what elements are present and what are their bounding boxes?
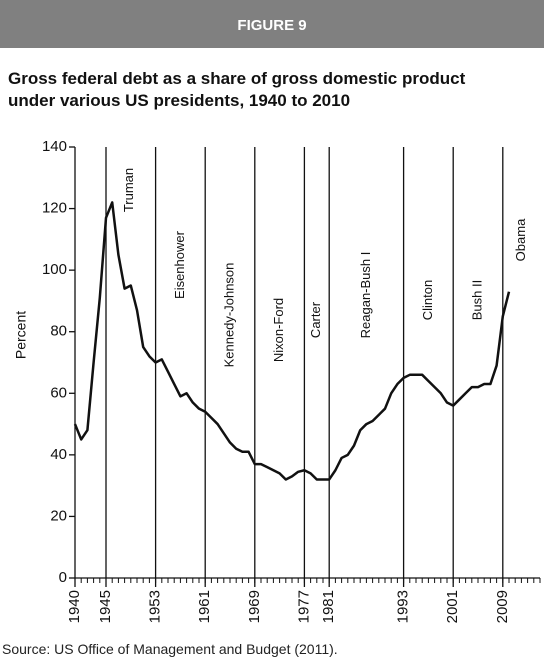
y-tick-label: 60 bbox=[50, 384, 67, 401]
x-tick-label: 2009 bbox=[494, 590, 511, 623]
era-label: Reagan-Bush I bbox=[358, 252, 373, 339]
era-label: Obama bbox=[513, 218, 528, 261]
era-label: Carter bbox=[308, 301, 323, 338]
figure-label: FIGURE 9 bbox=[237, 17, 307, 34]
y-tick-label: 0 bbox=[59, 569, 67, 586]
x-tick-label: 2001 bbox=[444, 590, 461, 623]
debt-line bbox=[73, 201, 511, 481]
x-tick-label: 1993 bbox=[395, 590, 412, 623]
x-tick-label: 1945 bbox=[97, 590, 114, 623]
x-tick-label: 1961 bbox=[196, 590, 213, 623]
y-tick-label: 20 bbox=[50, 507, 67, 524]
chart-title: Gross federal debt as a share of gross d… bbox=[8, 69, 466, 110]
era-label: Kennedy-Johnson bbox=[221, 263, 236, 368]
x-tick-label: 1953 bbox=[147, 590, 164, 623]
era-label: Nixon-Ford bbox=[271, 298, 286, 362]
x-tick-label: 1969 bbox=[246, 590, 263, 623]
header-band bbox=[0, 0, 544, 48]
y-tick-label: 140 bbox=[42, 138, 67, 155]
era-label: Truman bbox=[121, 168, 136, 212]
era-label: Clinton bbox=[420, 280, 435, 320]
x-tick-label: 1940 bbox=[66, 590, 83, 623]
x-tick-label: 1977 bbox=[295, 590, 312, 623]
era-label: Eisenhower bbox=[172, 230, 187, 299]
source-note: Source: US Office of Management and Budg… bbox=[2, 641, 338, 657]
x-tick-label: 1981 bbox=[320, 590, 337, 623]
y-tick-label: 120 bbox=[42, 200, 67, 217]
era-label: Bush II bbox=[469, 280, 484, 320]
chart: Percent Truman Eisenhower Kennedy-Johnson N… bbox=[13, 138, 541, 623]
y-axis-label: Percent bbox=[13, 311, 29, 359]
y-tick-label: 40 bbox=[50, 446, 67, 463]
y-tick-label: 80 bbox=[50, 323, 67, 340]
y-tick-label: 100 bbox=[42, 261, 67, 278]
